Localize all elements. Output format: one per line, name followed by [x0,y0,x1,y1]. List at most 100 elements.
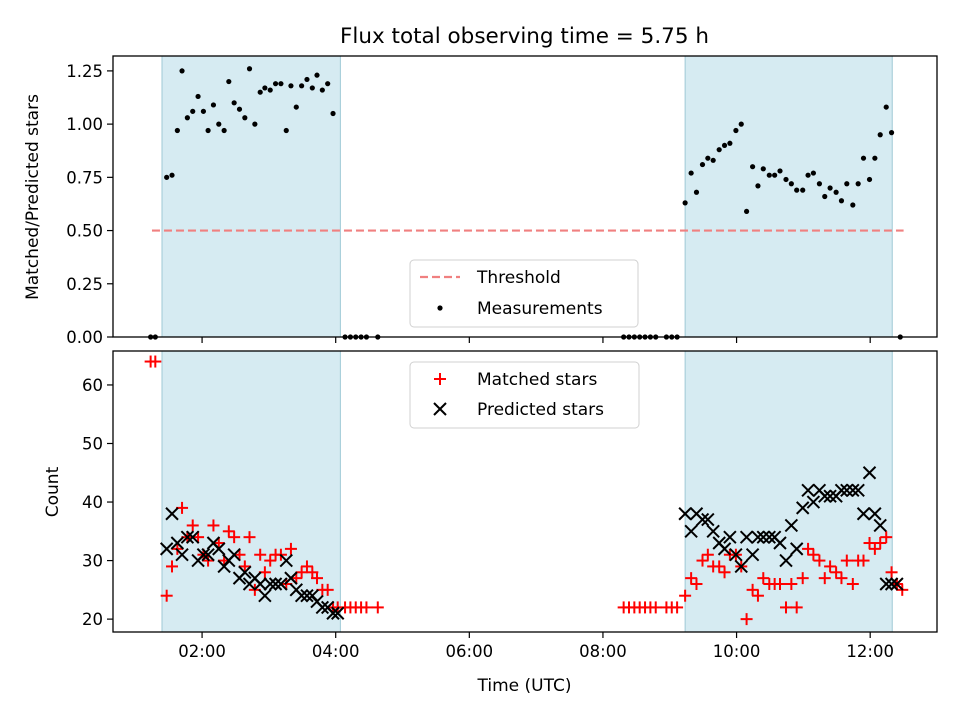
predicted-star-point [706,524,720,539]
matched-star-point [751,589,764,602]
matched-star-point [685,572,698,585]
matched-star-point [713,560,726,573]
measurement-point [299,83,305,89]
predicted-star-point [180,530,195,544]
bottom-legend-box [409,361,640,429]
predicted-star-point [729,548,743,562]
matched-star-point [310,572,323,585]
matched-star-point [295,566,308,579]
measurement-point [304,76,310,83]
matched-star-point [186,519,199,532]
top-shaded-regions [161,56,893,337]
predicted-star-point [159,542,174,556]
measurement-point [743,208,750,215]
matched-star-point [846,577,859,590]
matched-star-point [160,589,173,602]
measurement-point [838,198,845,204]
matched-star-point [238,560,251,573]
matched-star-point [166,560,179,573]
predicted-star-point [756,530,770,544]
measurement-point [221,127,227,134]
predicted-star-point [238,565,252,579]
y-tick-label: 30 [82,552,103,571]
measurement-point [682,200,688,206]
measurement-point [283,127,289,134]
predicted-star-point [330,606,345,620]
bottom-legend: Matched stars Predicted stars [409,361,640,429]
measurement-point [827,185,833,191]
measurement-point [262,85,268,91]
bottom-axes: 02:00 04:00 06:00 08:00 10:00 12:00 20 30 40 50 60… [43,350,938,696]
matched-star-point [874,537,887,550]
top-y-axis-label: Matched/Predicted stars [23,94,43,300]
top-legend-box [409,259,639,328]
predicted-star-point [279,553,293,568]
matched-star-point [718,566,731,579]
predicted-star-point [879,577,893,591]
legend-matched-label: Matched stars [477,370,597,390]
matched-star-point [885,566,898,579]
matched-star-point [321,583,334,596]
predicted-star-point [678,507,692,521]
y-tick-label: 0.50 [66,222,103,241]
matched-star-point [149,355,162,368]
matched-star-point [371,601,384,614]
measurement-point [755,183,761,189]
predicted-star-point [818,489,832,503]
predicted-star-point [274,577,288,591]
measurement-point [236,106,243,112]
matched-star-point [740,613,753,626]
measurement-point [772,172,778,178]
measurement-point [278,81,284,87]
predicted-star-point [717,542,732,556]
measurement-point [766,172,772,178]
predicted-star-point [846,483,860,498]
x-tick-label: 06:00 [446,642,494,661]
measurement-point [693,189,700,195]
predicted-star-point [856,507,871,521]
predicted-star-point [170,536,185,550]
predicted-star-point [723,530,737,544]
measurement-point [319,87,325,93]
measurement-point [179,68,185,74]
predicted-star-point [862,466,877,480]
measurement-point [822,193,828,200]
measurement-point [877,132,883,138]
measurement-point [293,104,299,110]
shaded-observing-window [161,56,341,337]
measurement-point [272,81,279,87]
predicted-star-point [739,530,754,544]
matched-star-point [796,572,809,585]
measurement-point [314,72,320,78]
matched-star-point [649,601,662,614]
predicted-star-point [165,507,179,521]
measurement-point [190,108,196,114]
bottom-axis-ticks: 02:00 04:00 06:00 08:00 10:00 12:00 20 30 40 50 60 [82,376,894,661]
predicted-star-point [834,483,849,498]
predicted-star-point [227,548,241,562]
matched-star-point [868,542,881,555]
y-tick-label: 60 [82,376,103,395]
matched-star-point [830,566,843,579]
predicted-star-point [284,571,298,585]
measurement-point [872,155,878,161]
predicted-star-point [212,542,226,556]
matched-star-point [243,531,256,544]
matched-star-point [773,577,786,590]
measurement-point [210,102,217,108]
measurement-point [169,172,175,178]
matched-star-point [679,589,692,602]
predicted-star-point [734,559,748,574]
legend-measurements-label: Measurements [477,299,603,319]
predicted-star-point [801,483,815,498]
matched-star-point [254,548,267,561]
matched-star-point [671,601,684,614]
measurement-point [866,176,873,183]
legend-measurements-swatch [437,305,443,311]
predicted-star-point [873,518,887,533]
predicted-star-point [806,495,821,509]
matched-star-point [780,601,793,614]
legend-predicted-swatch [433,402,447,416]
measurement-point [699,161,706,168]
